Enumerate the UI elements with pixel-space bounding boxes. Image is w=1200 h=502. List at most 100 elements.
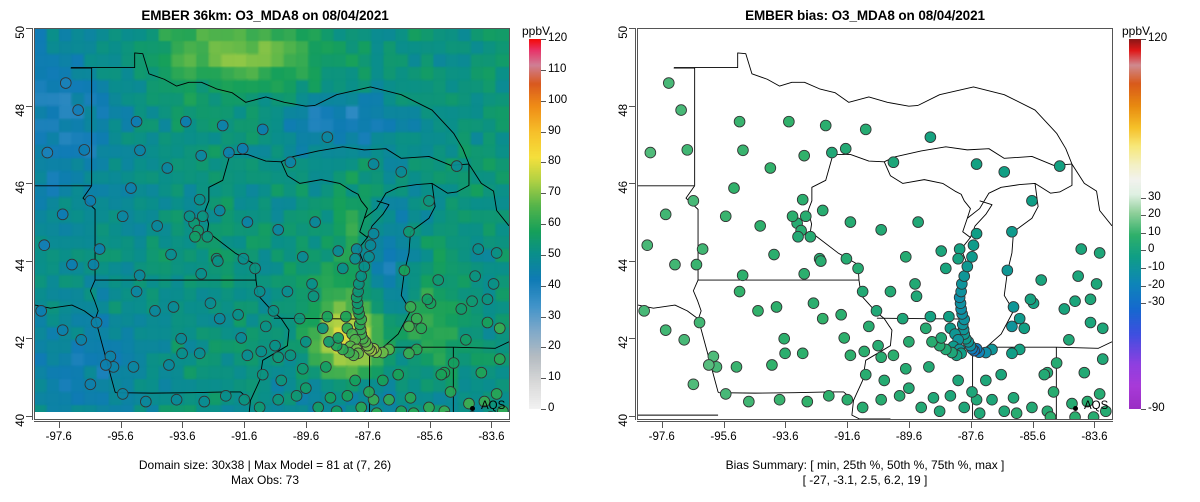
- colorbar-tick-label: 10: [1148, 226, 1161, 238]
- aqs-monitor-marker: [913, 217, 924, 228]
- aqs-monitor-marker: [1073, 271, 1084, 282]
- aqs-monitor-marker: [368, 228, 379, 239]
- aqs-monitor-marker: [911, 291, 922, 302]
- aqs-monitor-marker: [482, 294, 493, 305]
- x-axis-tick: [662, 422, 663, 428]
- x-axis-tick-label: -83.6: [478, 431, 505, 443]
- aqs-monitor-marker: [368, 159, 379, 170]
- aqs-monitor-marker: [817, 313, 828, 324]
- aqs-monitor-marker: [894, 390, 905, 401]
- aqs-monitor-marker: [999, 406, 1010, 417]
- aqs-monitor-marker: [350, 375, 361, 386]
- x-axis-tick: [1094, 422, 1095, 428]
- colorbar-tick: [1141, 250, 1146, 251]
- x-axis-tick: [971, 422, 972, 428]
- aqs-monitor-marker: [1027, 402, 1038, 413]
- aqs-monitor-marker: [1094, 389, 1105, 400]
- aqs-monitor-marker: [857, 402, 868, 413]
- aqs-monitor-marker: [341, 311, 352, 322]
- aqs-monitor-marker: [285, 350, 296, 361]
- aqs-monitor-marker: [270, 340, 281, 351]
- y-axis-tick-label: 48: [618, 103, 630, 117]
- colorbar-tick-label: 30: [548, 310, 561, 322]
- aqs-monitor-marker: [94, 244, 105, 255]
- aqs-monitor-marker: [688, 195, 699, 206]
- aqs-monitor-marker: [39, 240, 50, 251]
- aqs-monitor-marker: [720, 389, 731, 400]
- aqs-monitor-marker: [350, 253, 361, 264]
- aqs-monitor-marker: [168, 302, 179, 313]
- colorbar-tick: [541, 101, 546, 102]
- aqs-monitor-marker: [476, 367, 487, 378]
- aqs-monitor-marker: [117, 389, 128, 400]
- aqs-monitor-marker: [377, 375, 388, 386]
- aqs-monitor-marker: [679, 334, 690, 345]
- aqs-monitor-marker: [910, 279, 921, 290]
- aqs-monitor-marker: [404, 321, 415, 332]
- x-axis-tick: [244, 422, 245, 428]
- aqs-monitor-marker: [171, 394, 182, 405]
- aqs-monitor-marker: [479, 396, 490, 407]
- colorbar-tick-label: 0: [548, 402, 555, 414]
- colorbar-tick-label: 80: [548, 155, 561, 167]
- aqs-monitor-marker: [325, 392, 336, 403]
- colorbar-tick: [541, 39, 546, 40]
- aqs-monitor-marker: [337, 263, 348, 274]
- colorbar-tick-label: -10: [1148, 261, 1165, 273]
- x-axis-tick-label: -97.6: [648, 431, 675, 443]
- aqs-monitor-marker: [888, 350, 899, 361]
- aqs-monitor-marker: [405, 302, 416, 313]
- bias-aqs-monitors: [638, 29, 1112, 419]
- aqs-monitor-marker: [1011, 408, 1022, 419]
- aqs-monitor-marker: [1007, 226, 1018, 237]
- aqs-monitor-marker: [1025, 294, 1036, 305]
- aqs-monitor-marker: [488, 279, 499, 290]
- aqs-monitor-marker: [962, 261, 973, 272]
- colorbar-tick: [541, 70, 546, 71]
- aqs-monitor-marker: [333, 333, 344, 344]
- aqs-monitor-marker: [333, 246, 344, 257]
- aqs-monitor-marker: [1094, 248, 1105, 259]
- aqs-monitor-marker: [639, 305, 650, 316]
- y-axis-tick-label: 42: [618, 336, 630, 350]
- aqs-monitor-marker: [845, 350, 856, 361]
- x-axis-tick-label: -93.6: [772, 431, 799, 443]
- aqs-monitor-marker: [645, 147, 656, 158]
- model-panel: EMBER 36km: O3_MDA8 on 08/04/2021 -97.6 -…: [0, 8, 567, 488]
- aqs-monitor-marker: [953, 253, 964, 264]
- aqs-monitor-marker: [980, 375, 991, 386]
- y-axis-tick: [26, 261, 32, 262]
- aqs-monitor-marker: [494, 354, 505, 365]
- aqs-monitor-marker: [783, 116, 794, 127]
- aqs-monitor-marker: [916, 402, 927, 413]
- aqs-monitor-marker: [959, 271, 970, 282]
- aqs-monitor-marker: [491, 389, 502, 400]
- aqs-monitor-marker: [300, 336, 311, 347]
- aqs-monitor-marker: [1007, 321, 1018, 332]
- aqs-monitor-marker: [433, 275, 444, 286]
- aqs-monitor-marker: [799, 150, 810, 161]
- colorbar-tick-label: 50: [548, 248, 561, 260]
- aqs-monitor-marker: [771, 302, 782, 313]
- colorbar-tick: [1141, 233, 1146, 234]
- aqs-monitor-marker: [197, 211, 208, 222]
- aqs-monitor-marker: [254, 286, 265, 297]
- aqs-monitor-marker: [860, 124, 871, 135]
- y-axis-tick-label: 48: [15, 103, 27, 117]
- colorbar-tick: [541, 378, 546, 379]
- colorbar-tick: [541, 347, 546, 348]
- model-colorbar: [529, 39, 541, 409]
- aqs-monitor-marker: [682, 145, 693, 156]
- aqs-monitor-marker: [853, 263, 864, 274]
- aqs-monitor-marker: [1097, 323, 1108, 334]
- y-axis-tick-label: 42: [15, 336, 27, 350]
- aqs-monitor-marker: [1079, 367, 1090, 378]
- colorbar-tick: [1141, 303, 1146, 304]
- y-axis-line: [635, 28, 636, 420]
- model-caption: Domain size: 30x38 | Max Model = 81 at (…: [0, 458, 565, 488]
- colorbar-tick: [1141, 268, 1146, 269]
- aqs-monitor-marker: [85, 379, 96, 390]
- aqs-monitor-marker: [857, 286, 868, 297]
- aqs-monitor-marker: [422, 294, 433, 305]
- aqs-monitor-marker: [688, 379, 699, 390]
